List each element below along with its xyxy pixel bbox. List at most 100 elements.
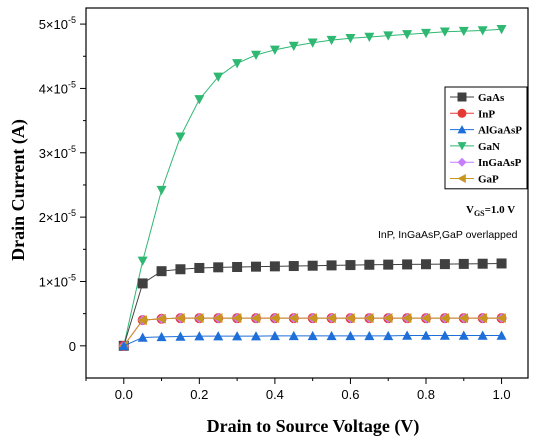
data-point [477, 313, 487, 324]
data-point [156, 331, 167, 342]
data-point [421, 313, 431, 324]
legend-marker [457, 92, 467, 102]
x-tick-label: 0.0 [115, 387, 133, 402]
legend-label: InP [478, 108, 495, 120]
data-point [383, 259, 394, 270]
x-tick-label: 0.6 [341, 387, 359, 402]
data-point [326, 330, 337, 341]
data-point [439, 27, 450, 37]
data-point [251, 50, 261, 60]
data-point [326, 35, 337, 46]
data-point [383, 313, 393, 324]
series-layer [118, 24, 507, 351]
data-point [364, 330, 375, 341]
data-point [288, 313, 299, 324]
series-algaasp [118, 330, 507, 351]
y-tick-label: 1×10-5 [39, 272, 76, 289]
data-point [232, 59, 243, 69]
data-point [402, 330, 413, 340]
data-point [458, 258, 469, 269]
data-point [213, 313, 223, 324]
data-point [288, 41, 299, 51]
data-point [288, 261, 299, 272]
data-point [477, 258, 488, 269]
data-point [232, 262, 243, 272]
data-point [156, 313, 166, 324]
data-point [458, 313, 469, 324]
data-point [251, 331, 261, 341]
data-point [364, 32, 375, 42]
y-tick-label: 4×10-5 [39, 79, 76, 96]
data-point [156, 266, 167, 277]
data-point [269, 313, 280, 324]
data-point [402, 30, 413, 40]
data-point [175, 331, 186, 341]
data-point [269, 45, 280, 55]
data-point [326, 260, 337, 271]
legend-item-gaas: GaAs [450, 92, 505, 104]
data-point [307, 330, 318, 341]
data-point [194, 262, 205, 273]
data-point [402, 313, 412, 324]
data-point [213, 72, 224, 82]
legend-label: GaP [478, 174, 499, 186]
data-point [232, 331, 243, 341]
data-point [307, 38, 318, 48]
data-point [137, 278, 148, 289]
y-tick-label: 0 [69, 339, 76, 354]
data-point [496, 258, 507, 269]
vgs-annotation: VGS=1.0 V [466, 204, 515, 218]
legend-item-inp: InP [450, 108, 495, 120]
legend-item-gan: GaN [450, 141, 500, 153]
data-point [194, 331, 205, 341]
series-gap [118, 313, 506, 351]
data-point [477, 26, 488, 36]
data-point [194, 95, 205, 105]
x-axis-title: Drain to Source Voltage (V) [207, 416, 420, 437]
data-point [421, 330, 431, 340]
data-point [251, 313, 261, 324]
data-point [458, 26, 469, 37]
x-tick-label: 0.2 [190, 387, 208, 402]
y-tick-label: 2×10-5 [39, 208, 76, 225]
data-point [439, 259, 450, 270]
data-point [213, 262, 224, 273]
y-axis-title: Drain Current (A) [8, 119, 29, 261]
overlap-annotation: InP, InGaAsP,GaP overlapped [378, 229, 518, 241]
legend-label: GaN [478, 141, 500, 153]
data-point [307, 313, 317, 324]
data-point [345, 313, 355, 324]
y-tick-label: 3×10-5 [39, 144, 76, 161]
legend-item-gap: GaP [450, 174, 499, 186]
data-point [251, 261, 261, 272]
legend-marker [457, 142, 467, 151]
legend-box [444, 86, 528, 190]
data-point [421, 259, 431, 270]
legend-marker [457, 125, 467, 134]
data-point [175, 264, 186, 275]
data-point [175, 313, 185, 324]
data-point [288, 330, 299, 341]
data-point [364, 259, 375, 270]
data-point [421, 28, 431, 39]
data-point [439, 330, 450, 340]
data-point [269, 330, 280, 341]
data-point [364, 313, 374, 324]
y-tick-label: 5×10-5 [39, 15, 76, 32]
data-point [383, 31, 394, 41]
data-point [156, 185, 167, 196]
data-point [213, 331, 224, 341]
legend-marker [457, 174, 466, 183]
data-point [345, 33, 356, 44]
legend-item-ingaasp: InGaAsP [450, 157, 522, 169]
data-point [118, 340, 129, 351]
legend-label: GaAs [478, 92, 505, 104]
legend-item-algaasp: AlGaAsP [450, 125, 522, 137]
data-point [439, 313, 450, 324]
x-tick-label: 1.0 [493, 387, 511, 402]
data-point [477, 330, 488, 340]
data-point [383, 330, 394, 341]
data-point [175, 132, 186, 142]
legend-label: AlGaAsP [478, 125, 522, 137]
data-point [232, 313, 242, 324]
